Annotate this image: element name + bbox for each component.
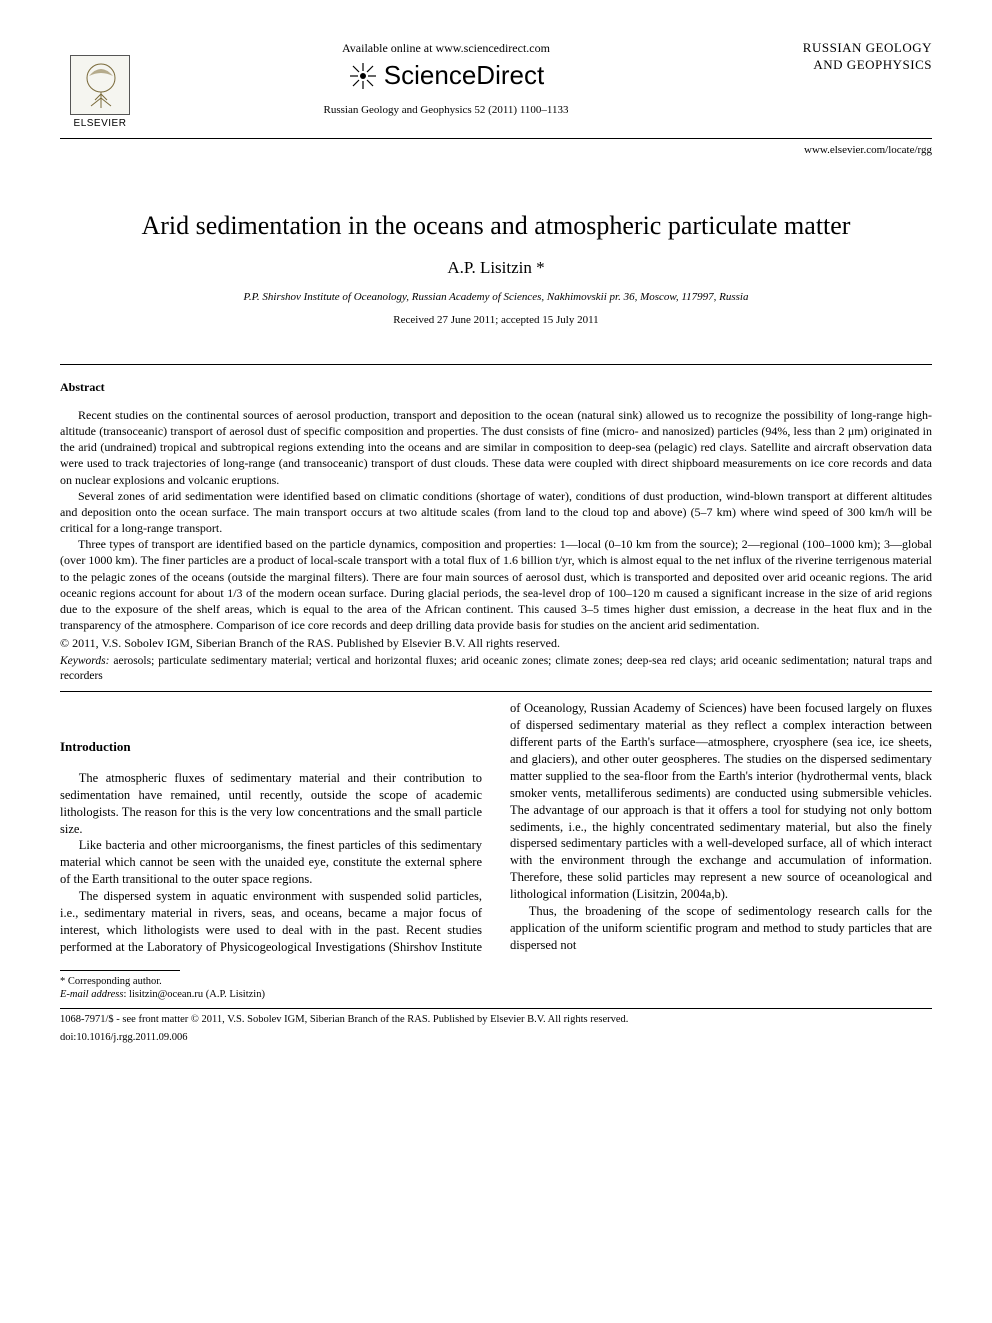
body-columns: Introduction The atmospheric fluxes of s… xyxy=(60,700,932,955)
header-center: Available online at www.sciencedirect.co… xyxy=(140,40,752,118)
front-matter: 1068-7971/$ - see front matter © 2011, V… xyxy=(60,1013,932,1027)
footnote-email-line: E-mail address: lisitzin@ocean.ru (A.P. … xyxy=(60,988,479,1002)
footnote-rule xyxy=(60,970,180,971)
keywords-line: Keywords: aerosols; particulate sediment… xyxy=(60,654,932,684)
footnote-email: : lisitzin@ocean.ru (A.P. Lisitzin) xyxy=(123,989,264,1000)
doi-line: doi:10.1016/j.rgg.2011.09.006 xyxy=(60,1031,932,1045)
copyright-line: © 2011, V.S. Sobolev IGM, Siberian Branc… xyxy=(60,635,932,651)
intro-p1: The atmospheric fluxes of sedimentary ma… xyxy=(60,770,482,838)
journal-name-2: AND GEOPHYSICS xyxy=(752,57,932,74)
footnote-corresponding: * Corresponding author. xyxy=(60,975,479,989)
intro-p2: Like bacteria and other microorganisms, … xyxy=(60,837,482,888)
article-author: A.P. Lisitzin * xyxy=(60,257,932,280)
citation-line: Russian Geology and Geophysics 52 (2011)… xyxy=(160,103,732,118)
available-online-text: Available online at www.sciencedirect.co… xyxy=(160,40,732,56)
keywords-text: aerosols; particulate sedimentary materi… xyxy=(60,655,932,682)
footer-rule xyxy=(60,1008,932,1009)
elsevier-logo: ELSEVIER xyxy=(60,40,140,130)
abstract-bottom-rule xyxy=(60,691,932,692)
elsevier-label: ELSEVIER xyxy=(74,117,127,131)
sciencedirect-logo: ScienceDirect xyxy=(160,58,732,93)
abstract-p2: Several zones of arid sedimentation were… xyxy=(60,488,932,537)
journal-name-1: RUSSIAN GEOLOGY xyxy=(752,40,932,57)
intro-heading: Introduction xyxy=(60,738,482,756)
footnote-block: * Corresponding author. E-mail address: … xyxy=(60,970,479,1002)
intro-p4: Thus, the broadening of the scope of sed… xyxy=(510,903,932,954)
elsevier-tree-icon xyxy=(70,55,130,115)
sciencedirect-burst-icon xyxy=(348,61,378,91)
abstract-body: Recent studies on the continental source… xyxy=(60,407,932,634)
page-header: ELSEVIER Available online at www.science… xyxy=(60,40,932,130)
locate-url: www.elsevier.com/locate/rgg xyxy=(60,143,932,158)
abstract-p1: Recent studies on the continental source… xyxy=(60,407,932,488)
keywords-label: Keywords: xyxy=(60,655,109,667)
article-affiliation: P.P. Shirshov Institute of Oceanology, R… xyxy=(60,290,932,305)
header-rule xyxy=(60,138,932,139)
article-dates: Received 27 June 2011; accepted 15 July … xyxy=(60,313,932,328)
header-right: RUSSIAN GEOLOGY AND GEOPHYSICS xyxy=(752,40,932,74)
footnote-email-label: E-mail address xyxy=(60,989,123,1000)
abstract-heading: Abstract xyxy=(60,379,932,395)
article-title: Arid sedimentation in the oceans and atm… xyxy=(60,208,932,243)
sciencedirect-text: ScienceDirect xyxy=(384,58,544,93)
abstract-top-rule xyxy=(60,364,932,365)
abstract-p3: Three types of transport are identified … xyxy=(60,536,932,633)
